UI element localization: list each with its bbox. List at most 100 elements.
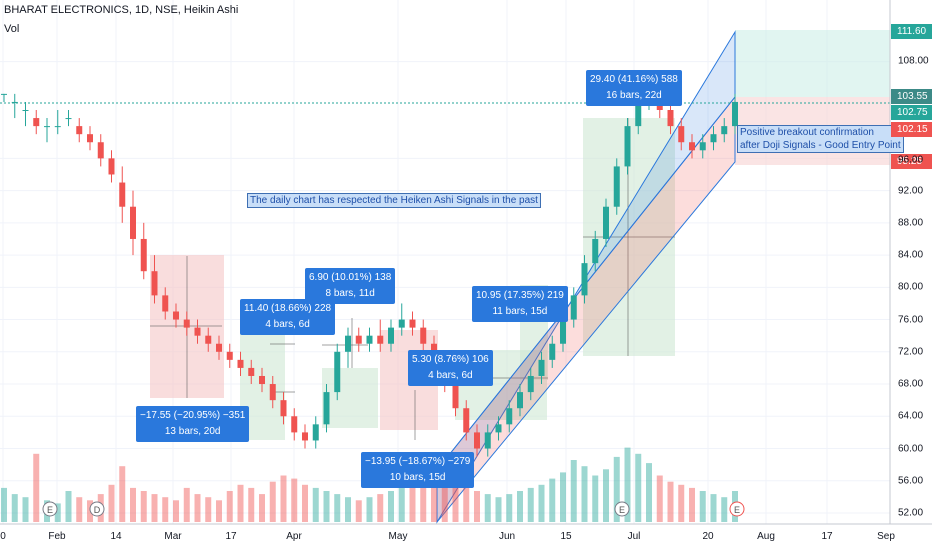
candle-body [11, 101, 18, 103]
event-marker-circle[interactable] [614, 501, 630, 517]
candle-body [302, 432, 308, 441]
volume-bar [646, 463, 652, 522]
y-tick-label: 60.00 [898, 443, 924, 455]
x-tick-label: Sep [877, 531, 895, 542]
volume-bar [259, 494, 265, 522]
y-tick-label: 64.00 [898, 410, 924, 422]
volume-bar [635, 453, 642, 522]
volume-bar [527, 487, 534, 522]
volume-bar [151, 494, 158, 522]
measure-label: 29.40 (41.16%) 588 16 bars, 22d [586, 70, 682, 106]
measure-label: 6.90 (10.01%) 138 8 bars, 11d [305, 268, 396, 304]
symbol-header: BHARAT ELECTRONICS, 1D, NSE, Heikin Ashi [4, 4, 239, 16]
volume-bar [162, 497, 169, 522]
candle-body [549, 343, 556, 360]
candle-body [108, 158, 115, 175]
volume-bar [183, 487, 190, 522]
candle-body [205, 335, 212, 344]
x-tick-label: May [388, 531, 408, 542]
candle-body [635, 101, 642, 127]
measure-zone [735, 30, 890, 97]
volume-bar [33, 453, 40, 522]
candle-body [592, 238, 599, 264]
x-tick-label: 14 [110, 531, 122, 542]
y-tick-label: 108.00 [898, 55, 929, 67]
volume-bar [409, 484, 416, 522]
event-marker-label: E [619, 505, 625, 515]
measure-label-line1: 29.40 (41.16%) 588 [590, 74, 678, 85]
candle-body [130, 206, 136, 239]
volume-bar [312, 487, 319, 522]
candle-body [527, 375, 534, 393]
volume-bar [119, 466, 126, 522]
breakout-note-line1: Positive breakout confirmation [740, 127, 874, 138]
candle-body [334, 351, 341, 393]
volume-bar [366, 497, 373, 522]
candle-body [248, 367, 255, 376]
volume-bar [226, 491, 233, 522]
candle-body [463, 408, 470, 433]
volume-bar [603, 469, 609, 522]
volume-bar [452, 484, 459, 522]
candle-body [162, 295, 169, 312]
daily-note: The daily chart has respected the Heiken… [247, 193, 541, 208]
event-marker-label: E [47, 505, 53, 515]
x-tick-label: Jul [627, 531, 641, 542]
y-tick-label: 68.00 [898, 378, 924, 390]
volume-bar [334, 494, 341, 522]
x-tick-label: 17 [821, 531, 833, 542]
breakout-note: Positive breakout confirmation after Doj… [737, 125, 904, 153]
candle-body [345, 335, 351, 352]
candle-body [560, 319, 566, 344]
x-tick-label: 17 [225, 531, 237, 542]
candle-body [183, 319, 190, 328]
measure-label-line2: 4 bars, 6d [265, 319, 310, 330]
candle-body [291, 416, 298, 433]
x-tick-label: Jun [498, 531, 516, 542]
price-tag: 95.25 [891, 154, 932, 169]
candle-body [269, 384, 276, 401]
volume-bar [592, 475, 599, 522]
volume-bar [581, 466, 588, 522]
x-tick-label: Apr [286, 531, 302, 542]
volume-bar [624, 447, 631, 522]
event-marker-circle[interactable] [729, 501, 745, 517]
measure-label-line1: 11.40 (18.66%) 228 [244, 303, 332, 314]
volume-bar [173, 500, 179, 522]
price-tag: 111.60 [891, 24, 932, 39]
candle-body [603, 206, 609, 239]
candle-body [678, 126, 685, 143]
candle-body [721, 126, 728, 135]
volume-label: Vol [4, 23, 20, 35]
volume-bar [54, 503, 61, 522]
x-tick-label: Mar [164, 531, 182, 542]
y-tick-label: 52.00 [898, 507, 924, 519]
candle-body [699, 142, 706, 151]
candle-body [173, 311, 179, 320]
measure-label-line2: 4 bars, 6d [428, 370, 473, 381]
volume-bar [538, 484, 545, 522]
breakout-note-line2: after Doji Signals - Good Entry Point [740, 140, 901, 151]
volume-bar [140, 491, 147, 522]
event-marker-label: D [94, 505, 101, 515]
candle-body [613, 166, 620, 207]
candle-body [312, 424, 319, 441]
measure-label-line1: 5.30 (8.76%) 106 [412, 354, 489, 365]
candle-body [65, 118, 72, 120]
candle-body [140, 238, 147, 272]
volume-bar [506, 494, 513, 522]
x-tick-label: 15 [560, 531, 572, 542]
volume-bar [302, 484, 308, 522]
volume-bar [549, 478, 556, 522]
volume-bar [377, 494, 384, 522]
volume-bar [388, 491, 394, 522]
event-marker-circle[interactable] [89, 501, 105, 517]
volume-bar [689, 487, 695, 522]
volume-bar [431, 469, 437, 522]
volume-bar [420, 475, 427, 522]
event-marker-circle[interactable] [42, 501, 58, 517]
volume-bar [108, 484, 115, 522]
candle-body [237, 359, 244, 368]
price-tag: 103.55 [891, 89, 932, 104]
